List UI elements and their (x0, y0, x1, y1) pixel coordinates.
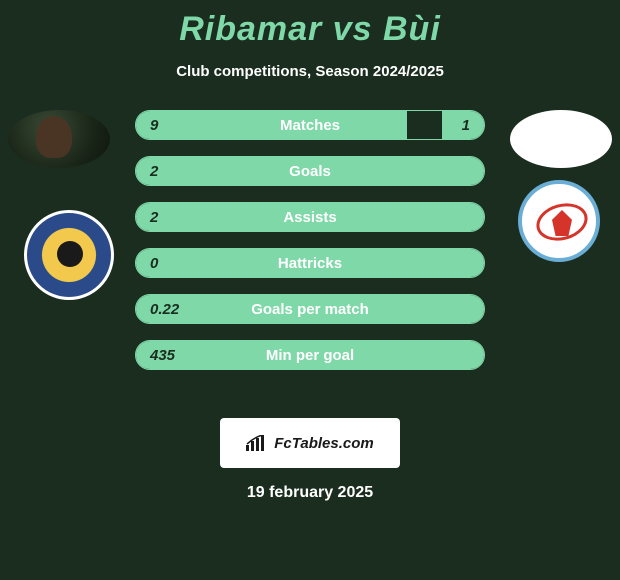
stat-row: 0Hattricks (135, 248, 485, 278)
stat-value-left: 0.22 (136, 295, 193, 325)
stat-value-left: 9 (136, 111, 172, 141)
club-right-logo (518, 180, 600, 262)
vs-text: vs (333, 10, 373, 48)
competition-subtitle: Club competitions, Season 2024/2025 (0, 63, 620, 80)
stat-fill-left (136, 203, 484, 231)
stat-value-left: 2 (136, 157, 172, 187)
club-left-logo (24, 210, 114, 300)
branding-chart-icon (246, 435, 268, 451)
stat-row: 2Assists (135, 202, 485, 232)
stat-value-left: 0 (136, 249, 172, 279)
stat-fill-left (136, 111, 407, 139)
stat-value-left: 2 (136, 203, 172, 233)
stat-value-right: 1 (448, 111, 484, 141)
stat-row: 435Min per goal (135, 340, 485, 370)
branding-badge: FcTables.com (220, 418, 400, 468)
player-right-photo (510, 110, 612, 168)
comparison-title: Ribamar vs Bùi (0, 0, 620, 49)
stat-fill-left (136, 157, 484, 185)
stats-list: 91Matches2Goals2Assists0Hattricks0.22Goa… (135, 110, 485, 386)
snapshot-date: 19 february 2025 (0, 484, 620, 502)
branding-text: FcTables.com (274, 435, 373, 452)
player-left-name: Ribamar (179, 10, 322, 48)
player-left-photo (8, 110, 110, 168)
comparison-body: 91Matches2Goals2Assists0Hattricks0.22Goa… (0, 110, 620, 410)
stat-row: 2Goals (135, 156, 485, 186)
stat-fill-left (136, 249, 484, 277)
player-right-name: Bùi (383, 10, 441, 48)
stat-row: 0.22Goals per match (135, 294, 485, 324)
stat-row: 91Matches (135, 110, 485, 140)
stat-value-left: 435 (136, 341, 189, 371)
